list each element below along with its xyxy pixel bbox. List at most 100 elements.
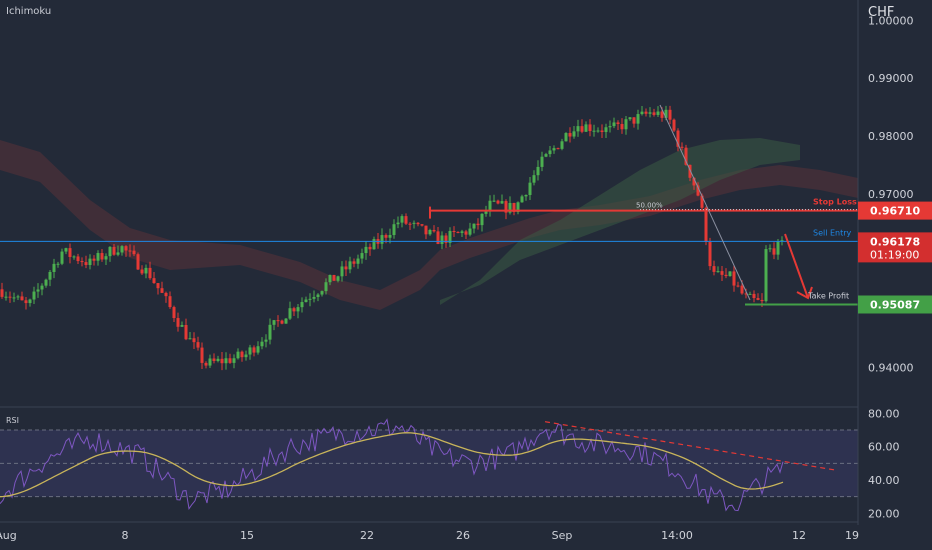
candle-body — [616, 122, 620, 125]
candle-body — [84, 262, 88, 265]
kumo-bullish — [440, 138, 800, 305]
stop-loss-label: Stop Loss — [813, 198, 857, 207]
candle-body — [436, 231, 440, 244]
candle-body — [392, 224, 396, 236]
candle-body — [760, 299, 764, 302]
candle-body — [336, 276, 340, 281]
candle-body — [204, 362, 208, 366]
candle-body — [112, 246, 116, 255]
candle-body — [176, 318, 180, 327]
candle-body — [252, 347, 256, 353]
kumo-bearish — [0, 140, 858, 310]
candle-body — [720, 271, 724, 275]
candle-body — [680, 146, 684, 148]
candle-body — [688, 164, 692, 178]
candle-body — [384, 235, 388, 238]
candle-body — [344, 266, 348, 270]
candle-body — [612, 122, 616, 127]
candle-body — [556, 148, 560, 150]
candle-body — [192, 338, 196, 343]
candle-body — [220, 358, 224, 364]
candle-body — [548, 150, 552, 155]
trend-line — [659, 104, 751, 301]
candle-body — [584, 124, 588, 132]
candle-body — [504, 201, 508, 213]
candle-body — [104, 256, 108, 260]
candle-body — [512, 203, 516, 213]
rsi-panel — [0, 406, 858, 512]
candle-body — [772, 248, 776, 255]
candle-body — [36, 289, 40, 292]
candle-body — [364, 246, 368, 254]
x-tick-label: 14:00 — [661, 529, 693, 542]
candle-body — [136, 254, 140, 270]
candle-body — [296, 307, 300, 312]
candle-body — [168, 296, 172, 308]
candle-body — [404, 216, 408, 224]
take-profit-tag-text: 0.95087 — [870, 299, 920, 312]
candle-body — [692, 177, 696, 186]
candle-body — [272, 320, 276, 325]
candle-body — [752, 293, 756, 299]
candle-body — [132, 250, 136, 255]
y-tick-label: 1.00000 — [868, 14, 914, 27]
candle-body — [444, 235, 448, 243]
candle-body — [552, 148, 556, 151]
candle-body — [92, 258, 96, 261]
candle-body — [564, 133, 568, 142]
candle-body — [228, 358, 232, 363]
candle-body — [736, 285, 740, 287]
candles — [0, 105, 784, 371]
candle-body — [528, 182, 532, 195]
candle-body — [60, 251, 64, 264]
candle-body — [396, 222, 400, 225]
stop-loss-tag — [858, 201, 932, 220]
candle-body — [644, 111, 648, 114]
candle-body — [120, 246, 124, 253]
candle-body — [172, 307, 176, 319]
candle-body — [768, 248, 772, 250]
y-tick-label: 0.97000 — [868, 188, 914, 201]
candle-body — [484, 211, 488, 214]
candle-body — [180, 324, 184, 327]
candle-body — [328, 274, 332, 283]
candle-body — [388, 235, 392, 238]
y-tick-label: 0.99000 — [868, 72, 914, 85]
candle-body — [496, 200, 500, 204]
candle-body — [96, 253, 100, 261]
candle-body — [288, 308, 292, 319]
candle-body — [152, 278, 156, 284]
candle-body — [424, 225, 428, 235]
candle-body — [672, 119, 676, 131]
currency-label: CHF — [868, 5, 894, 20]
rsi-tick-label: 80.00 — [868, 407, 900, 420]
candle-body — [744, 293, 748, 295]
candle-body — [716, 271, 720, 273]
candle-body — [648, 112, 652, 114]
projection-arrowhead — [796, 286, 813, 300]
candle-body — [76, 256, 80, 262]
candle-body — [628, 117, 632, 120]
candle-body — [308, 298, 312, 300]
candle-body — [0, 289, 4, 297]
candle-body — [700, 195, 704, 208]
rsi-title: RSI — [6, 416, 19, 425]
x-tick-label: 12 — [792, 529, 806, 542]
candle-body — [64, 248, 68, 252]
candle-body — [412, 222, 416, 224]
candle-body — [572, 131, 576, 137]
candle-body — [524, 194, 528, 197]
stop-loss-tag-text: 0.96710 — [870, 205, 920, 218]
candle-body — [640, 111, 644, 115]
candle-body — [740, 285, 744, 294]
candle-body — [232, 358, 236, 363]
candle-body — [20, 296, 24, 301]
candle-body — [28, 299, 32, 304]
rsi-tick-label: 60.00 — [868, 441, 900, 454]
candle-body — [668, 109, 672, 120]
candle-body — [44, 279, 48, 286]
candle-body — [536, 166, 540, 176]
sell-entry-label: Sell Entry — [813, 228, 852, 237]
